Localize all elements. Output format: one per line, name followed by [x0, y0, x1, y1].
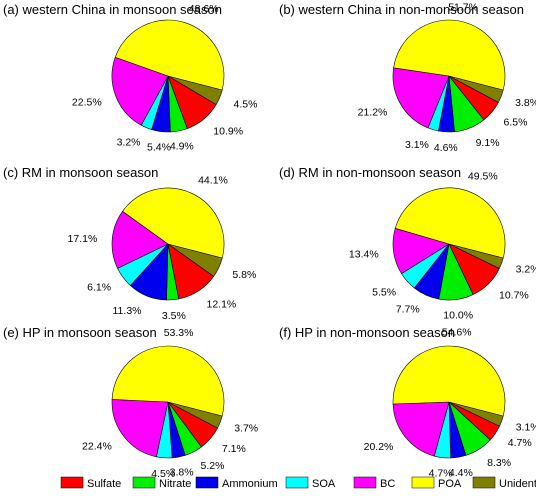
legend-swatch — [353, 476, 377, 489]
slice-percent-label: 4.7% — [429, 468, 453, 480]
pie-panel-1: (a) western China in monsoon season 4.5% 1… — [3, 2, 257, 153]
slice-percent-label: 3.5% — [162, 310, 186, 322]
pie-slice-poa — [392, 345, 506, 417]
slice-percent-label: 11.3% — [113, 305, 142, 317]
slice-percent-label: 22.5% — [72, 96, 102, 108]
legend-label: Ammonium — [222, 478, 278, 490]
slice-percent-label: 17.1% — [68, 233, 98, 245]
pie-panel-2: (b) western China in non-monsoon season 3… — [279, 1, 536, 154]
legend-item-ammonium: Ammonium — [195, 476, 278, 490]
pie-slice-bc — [111, 210, 169, 269]
pie-slice-poa — [394, 187, 506, 259]
pie-slice-bc — [111, 399, 169, 458]
panel-title: (c) RM in monsoon season — [3, 165, 158, 180]
panel-title: (d) RM in non-monsoon season — [279, 165, 461, 180]
slice-percent-label: 5.5% — [372, 286, 396, 298]
slice-percent-label: 54.6% — [442, 326, 472, 338]
slice-percent-label: 3.8% — [170, 467, 194, 479]
slice-percent-label: 6.5% — [504, 117, 528, 129]
legend-label: BC — [380, 478, 395, 490]
legend-swatch — [60, 476, 84, 489]
legend-label: Sulfate — [87, 478, 121, 490]
pie-slice-poa — [111, 345, 225, 417]
slice-percent-label: 3.1% — [405, 139, 429, 151]
legend-swatch — [411, 476, 435, 489]
legend-item-unidentified: Unidentified — [472, 476, 536, 490]
legend-item-sulfate: Sulfate — [60, 476, 121, 490]
slice-percent-label: 9.1% — [476, 137, 500, 149]
slice-percent-label: 7.1% — [222, 443, 246, 455]
slice-percent-label: 7.7% — [396, 304, 420, 316]
legend-swatch — [285, 476, 309, 489]
slice-percent-label: 3.8% — [515, 97, 536, 109]
slice-percent-label: 22.4% — [82, 440, 112, 452]
slice-percent-label: 21.2% — [358, 106, 388, 118]
legend-swatch — [132, 476, 156, 489]
legend-item-soa: SOA — [285, 476, 336, 490]
panel-title: (a) western China in monsoon season — [3, 2, 222, 17]
slice-percent-label: 4.9% — [170, 141, 194, 153]
legend-item-poa: POA — [411, 476, 462, 490]
pie-panels: (a) western China in monsoon season 4.5% 1… — [3, 1, 536, 479]
slice-percent-label: 3.7% — [234, 423, 258, 435]
legend-label: SOA — [312, 478, 336, 490]
slice-percent-label: 5.4% — [147, 141, 171, 153]
slice-percent-label: 5.2% — [201, 460, 225, 472]
panel-title: (f) HP in non-monsoon season — [279, 325, 455, 340]
slice-percent-label: 10.0% — [443, 309, 473, 321]
slice-percent-label: 49.5% — [468, 171, 498, 183]
pie-slice-poa — [122, 187, 225, 259]
pie-slice-bc — [392, 401, 450, 457]
slice-percent-label: 4.5% — [151, 468, 175, 480]
legend-label: Unidentified — [499, 478, 536, 490]
slice-percent-label: 53.3% — [164, 327, 194, 339]
slice-percent-label: 10.9% — [213, 126, 243, 138]
slice-percent-label: 6.1% — [87, 282, 111, 294]
legend-label: Nitrate — [159, 478, 191, 490]
pie-slice-poa — [393, 19, 506, 91]
slice-percent-label: 10.7% — [499, 289, 529, 301]
slice-percent-label: 8.3% — [487, 457, 511, 469]
pie-panel-3: (c) RM in monsoon season 5.8% 12.1% 3.5% 11.… — [3, 165, 256, 322]
slice-percent-label: 51.7% — [448, 1, 478, 13]
legend-swatch — [195, 476, 219, 489]
slice-percent-label: 44.1% — [198, 175, 228, 187]
legend-swatch — [472, 476, 496, 489]
slice-percent-label: 12.1% — [207, 299, 237, 311]
legend-item-bc: BC — [353, 476, 395, 490]
pie-slice-poa — [114, 19, 225, 91]
slice-percent-label: 3.2% — [516, 264, 536, 276]
slice-percent-label: 13.4% — [349, 249, 379, 261]
slice-percent-label: 4.7% — [508, 437, 532, 449]
pie-slice-bc — [111, 56, 169, 126]
panel-title: (b) western China in non-monsoon season — [279, 2, 524, 17]
slice-percent-label: 3.2% — [117, 137, 141, 149]
slice-percent-label: 4.5% — [234, 98, 258, 110]
pie-slice-bc — [392, 67, 450, 129]
slice-percent-label: 4.4% — [449, 467, 473, 479]
slice-percent-label: 3.1% — [516, 421, 536, 433]
legend: Sulfate Nitrate Ammonium SOA BC POA Unidentifi… — [60, 476, 536, 490]
legend-label: POA — [438, 478, 462, 490]
panel-title: (e) HP in monsoon season — [3, 325, 157, 340]
slice-percent-label: 5.8% — [232, 269, 256, 281]
pie-panel-6: (f) HP in non-monsoon season 3.1% 4.7% 8.3%… — [279, 325, 536, 480]
slice-percent-label: 48.6% — [189, 3, 219, 15]
slice-percent-label: 4.6% — [434, 142, 458, 154]
slice-percent-label: 20.2% — [364, 441, 394, 453]
pie-panel-4: (d) RM in non-monsoon season 3.2% 10.7% 10.… — [279, 165, 536, 321]
legend-item-nitrate: Nitrate — [132, 476, 191, 490]
pie-panel-5: (e) HP in monsoon season 3.7% 7.1% 5.2% 3.8%… — [3, 325, 258, 480]
